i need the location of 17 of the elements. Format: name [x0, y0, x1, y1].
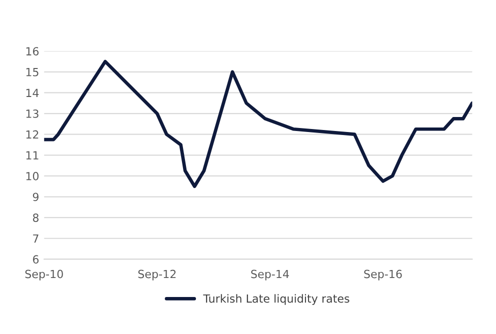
line-series — [44, 60, 472, 188]
x-tick-label: Sep-10 — [25, 270, 63, 280]
y-tick-label: 14 — [26, 88, 39, 97]
y-tick-label: 7 — [33, 234, 38, 243]
y-tick-label: 10 — [26, 172, 39, 180]
y-tick-label: 6 — [32, 255, 39, 264]
legend-label: Turkish Late liquidity rates — [203, 294, 350, 305]
x-tick-label: Sep-14 — [251, 270, 289, 280]
y-tick-label: 16 — [26, 47, 39, 56]
y-tick-label: 15 — [26, 68, 38, 76]
y-tick-label: 8 — [32, 214, 39, 222]
y-tick-label: 11 — [26, 151, 38, 160]
x-tick-label: Sep-12 — [138, 270, 176, 280]
x-tick-label: Sep-16 — [364, 270, 402, 280]
y-tick-label: 13 — [26, 110, 38, 118]
y-tick-label: 9 — [32, 192, 38, 202]
y-tick-label: 12 — [26, 130, 38, 139]
